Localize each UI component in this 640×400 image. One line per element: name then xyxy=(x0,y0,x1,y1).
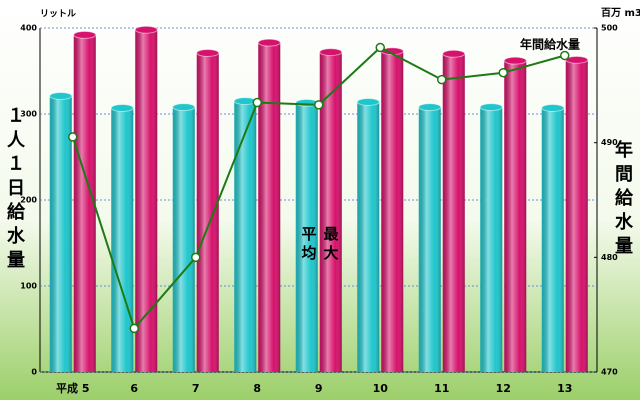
bar-shine xyxy=(172,107,195,373)
bar-cap xyxy=(110,103,134,112)
line-point xyxy=(314,100,324,110)
bar-cap xyxy=(257,38,281,47)
y2-unit: 百万 m3 xyxy=(601,7,640,19)
bar-shine xyxy=(480,107,503,373)
bar-shine xyxy=(418,107,441,373)
y-tick-label: 200 xyxy=(20,196,37,205)
bar-cap xyxy=(172,103,196,112)
bar-cap xyxy=(134,25,158,34)
bar-shine xyxy=(541,107,564,372)
x-tick-label: 平成 5 xyxy=(56,381,89,395)
bar-shine xyxy=(381,51,404,372)
annotation: 年間給水量 xyxy=(520,37,580,52)
line-point xyxy=(437,74,447,85)
line-point xyxy=(68,132,78,142)
bar-cap xyxy=(503,56,527,65)
bar-shine xyxy=(234,101,257,372)
bar-cap xyxy=(479,103,503,112)
x-tick-label: 10 xyxy=(373,382,389,395)
bar-cap xyxy=(49,91,73,100)
y-unit: リットル xyxy=(40,9,76,20)
bar-shine xyxy=(565,59,588,372)
x-tick-label: 11 xyxy=(434,382,449,395)
line-point xyxy=(560,50,570,61)
y-tick-label: 300 xyxy=(20,110,37,119)
bar-cap xyxy=(356,97,380,106)
x-tick-label: 12 xyxy=(496,382,511,395)
bar-shine xyxy=(73,34,96,372)
series-label: 最大 xyxy=(322,225,340,264)
bar-shine xyxy=(319,52,342,373)
bar-shine xyxy=(49,95,72,372)
bar-cap xyxy=(442,49,466,58)
x-tick-label: 7 xyxy=(192,382,200,395)
line-point xyxy=(129,323,139,334)
bar-shine xyxy=(135,29,158,372)
y-tick-label: 100 xyxy=(20,282,37,291)
x-tick-label: 6 xyxy=(130,382,138,395)
y2-tick-label: 470 xyxy=(601,368,618,377)
y-tick-label: 400 xyxy=(20,24,37,33)
bar-cap xyxy=(541,103,565,112)
line-point xyxy=(191,252,201,263)
bar-shine xyxy=(442,53,465,373)
bar-shine xyxy=(357,101,380,373)
x-tick-label: 8 xyxy=(253,382,261,395)
y2-tick-label: 490 xyxy=(601,138,618,147)
y2-tick-label: 500 xyxy=(601,24,618,33)
y2-tick-label: 480 xyxy=(601,253,618,262)
bar-cap xyxy=(73,30,97,39)
line-point xyxy=(375,42,385,53)
y2-axis-title: 年間給水量 xyxy=(612,139,633,260)
y-axis-title: １人１日給水量 xyxy=(4,106,25,274)
line-point xyxy=(252,97,262,108)
bar-shine xyxy=(504,60,527,373)
bar-cap xyxy=(418,103,442,112)
y-tick-label: 0 xyxy=(31,368,37,377)
x-tick-label: 13 xyxy=(557,382,572,395)
bar-shine xyxy=(111,107,134,372)
series-label: 平均 xyxy=(300,226,318,264)
bar-shine xyxy=(258,42,281,373)
bar-shine xyxy=(295,102,318,372)
bar-shine xyxy=(196,52,219,372)
line-point xyxy=(498,67,508,78)
x-tick-label: 9 xyxy=(315,382,323,395)
bar-cap xyxy=(319,48,343,57)
bar-cap xyxy=(196,48,220,57)
